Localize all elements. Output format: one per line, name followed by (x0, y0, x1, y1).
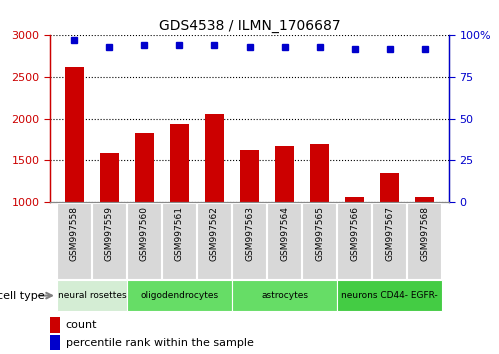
Text: oligodendrocytes: oligodendrocytes (140, 291, 219, 300)
Bar (240, 150, 259, 285)
Text: GSM997561: GSM997561 (175, 206, 184, 261)
Title: GDS4538 / ILMN_1706687: GDS4538 / ILMN_1706687 (159, 19, 340, 33)
Bar (50, 317, 60, 333)
FancyBboxPatch shape (232, 202, 266, 279)
Text: GSM997562: GSM997562 (210, 206, 219, 261)
FancyBboxPatch shape (57, 280, 127, 311)
Text: GSM997558: GSM997558 (70, 206, 79, 261)
FancyBboxPatch shape (302, 202, 336, 279)
Bar (65, 67, 84, 285)
Text: neurons CD44- EGFR-: neurons CD44- EGFR- (341, 291, 438, 300)
FancyBboxPatch shape (407, 202, 442, 279)
FancyBboxPatch shape (162, 202, 196, 279)
FancyBboxPatch shape (372, 202, 406, 279)
Text: percentile rank within the sample: percentile rank within the sample (66, 338, 254, 348)
Text: astrocytes: astrocytes (261, 291, 308, 300)
Bar (170, 124, 189, 285)
Bar (380, 173, 399, 285)
Text: GSM997568: GSM997568 (420, 206, 429, 261)
Text: count: count (66, 320, 97, 330)
FancyBboxPatch shape (197, 202, 232, 279)
Text: GSM997560: GSM997560 (140, 206, 149, 261)
Bar (135, 133, 154, 285)
FancyBboxPatch shape (337, 202, 371, 279)
FancyBboxPatch shape (57, 202, 91, 279)
Text: cell type: cell type (0, 291, 45, 301)
Bar (205, 114, 224, 285)
Bar (50, 335, 60, 350)
Bar (415, 197, 434, 285)
Text: GSM997566: GSM997566 (350, 206, 359, 261)
Text: GSM997565: GSM997565 (315, 206, 324, 261)
FancyBboxPatch shape (267, 202, 301, 279)
Bar (345, 197, 364, 285)
Text: GSM997564: GSM997564 (280, 206, 289, 261)
Bar (100, 153, 119, 285)
Bar (310, 144, 329, 285)
Text: GSM997563: GSM997563 (245, 206, 254, 261)
Bar (275, 146, 294, 285)
Text: GSM997559: GSM997559 (105, 206, 114, 261)
Text: neural rosettes: neural rosettes (57, 291, 126, 300)
FancyBboxPatch shape (127, 202, 161, 279)
FancyBboxPatch shape (233, 280, 337, 311)
FancyBboxPatch shape (127, 280, 232, 311)
Text: GSM997567: GSM997567 (385, 206, 394, 261)
FancyBboxPatch shape (92, 202, 126, 279)
FancyBboxPatch shape (337, 280, 442, 311)
